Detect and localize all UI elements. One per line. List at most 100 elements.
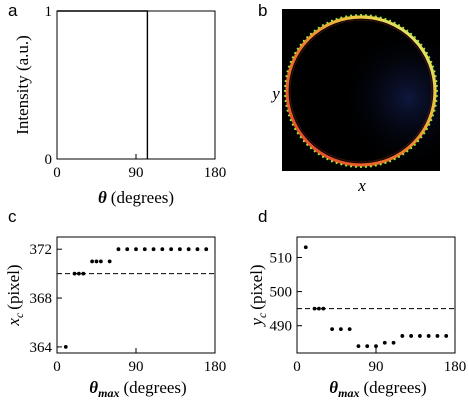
panel-c-frame (56, 236, 216, 354)
fit-dot (435, 89, 439, 93)
panel-d-xlabel: θmax (degrees) (329, 378, 426, 400)
fit-dot (335, 161, 338, 165)
ylabel-subscript: c (255, 312, 269, 318)
panel-a-ylabel: Intensity (a.u.) (13, 35, 32, 135)
y-tick-label: 490 (270, 319, 293, 335)
fit-dot (289, 60, 292, 64)
data-point (365, 344, 370, 349)
fit-dot (434, 75, 437, 78)
data-point (426, 334, 431, 338)
fit-dot (364, 14, 368, 17)
panel-d-yc-plot: 0 90 180 490 500 510 yc (pixel) θmax (degrees) (247, 236, 466, 400)
ring-inner-glow (289, 19, 433, 163)
fit-dot (420, 136, 423, 139)
data-point (160, 247, 165, 252)
fit-dot (435, 84, 438, 88)
fit-dot (349, 14, 353, 17)
y-tick-label: 368 (30, 291, 53, 307)
fit-dot (397, 24, 401, 27)
data-point (204, 247, 209, 252)
intensity-series-line (57, 10, 149, 159)
panel-b-ylabel: y (270, 84, 280, 103)
xlabel-symbol: θ (89, 378, 98, 397)
fit-dot (299, 43, 302, 46)
fit-dot (364, 165, 368, 168)
theta-symbol: θ (98, 188, 107, 207)
ylabel-subscript: c (12, 312, 26, 318)
fit-dot (413, 36, 416, 39)
data-point (356, 344, 361, 349)
data-point (186, 247, 191, 252)
fit-dot (410, 147, 413, 150)
fit-dot (340, 16, 343, 19)
data-point (63, 344, 68, 349)
fit-dot (326, 21, 329, 24)
panel-d-ylabel: yc (pixel) (247, 264, 269, 327)
panel-a-xlabel: θ (degrees) (98, 188, 174, 207)
fit-dot (413, 143, 416, 146)
x-tick-label: 0 (53, 165, 61, 181)
x-tick-label: 90 (129, 359, 144, 375)
fit-dot (284, 99, 287, 103)
fit-dot (286, 70, 289, 73)
fit-dot (428, 123, 431, 126)
fit-dot (379, 16, 382, 19)
fit-dot (393, 158, 396, 161)
x-tick-label: 0 (53, 359, 61, 375)
data-point (151, 247, 156, 252)
fit-dot (423, 132, 426, 135)
fit-dot (287, 65, 291, 68)
fit-dot (431, 114, 435, 117)
y-tick-label: 1 (45, 4, 53, 20)
data-point (417, 334, 422, 338)
fit-dot (309, 32, 312, 35)
fit-dot (284, 84, 287, 88)
fit-dot (294, 127, 297, 131)
fit-dot (388, 19, 392, 22)
ylabel-units: (pixel) (4, 264, 23, 309)
fit-dot (285, 75, 288, 78)
panel-b-ring-image: y x (270, 9, 440, 195)
x-tick-label: 0 (293, 359, 301, 375)
data-point (374, 344, 378, 349)
fit-dot (317, 26, 320, 29)
xlabel-symbol: θ (329, 378, 338, 397)
fit-dot (359, 13, 363, 17)
ring-arc (285, 15, 437, 167)
data-point (116, 247, 121, 252)
data-point (347, 327, 352, 332)
data-point (338, 327, 343, 332)
y-tick-label: 500 (270, 285, 293, 301)
panel-a-intensity-plot: 0 90 180 0 1 Intensity (a.u.) θ (degrees) (13, 4, 226, 207)
fit-dot (345, 164, 348, 167)
panel-label-a: a (8, 1, 18, 20)
fit-dot (296, 47, 299, 50)
data-point (134, 247, 138, 252)
fit-dot (284, 94, 287, 98)
fit-dot (397, 155, 401, 158)
fit-dot (340, 163, 343, 166)
fit-dot (286, 109, 289, 112)
fit-dot (430, 118, 433, 122)
fit-dot (302, 140, 305, 143)
fit-dot (428, 56, 431, 59)
fit-dot (402, 26, 405, 29)
data-point (400, 334, 405, 338)
fit-dot (299, 136, 302, 139)
ylabel-symbol: x (4, 318, 23, 327)
fit-dot (379, 163, 382, 166)
image-blue-haze (282, 9, 440, 171)
fit-dot (289, 118, 292, 122)
fit-dot (374, 15, 377, 18)
fit-dot (296, 132, 299, 135)
data-point (90, 259, 95, 264)
data-point (330, 327, 335, 332)
fit-dots-group (283, 13, 439, 169)
fit-dot (359, 165, 363, 169)
fit-dot (435, 79, 438, 83)
panel-b-xlabel: x (357, 176, 366, 195)
panel-a-frame (56, 10, 216, 160)
fit-dot (283, 89, 287, 93)
x-tick-label: 90 (369, 359, 384, 375)
fit-dot (425, 127, 428, 131)
